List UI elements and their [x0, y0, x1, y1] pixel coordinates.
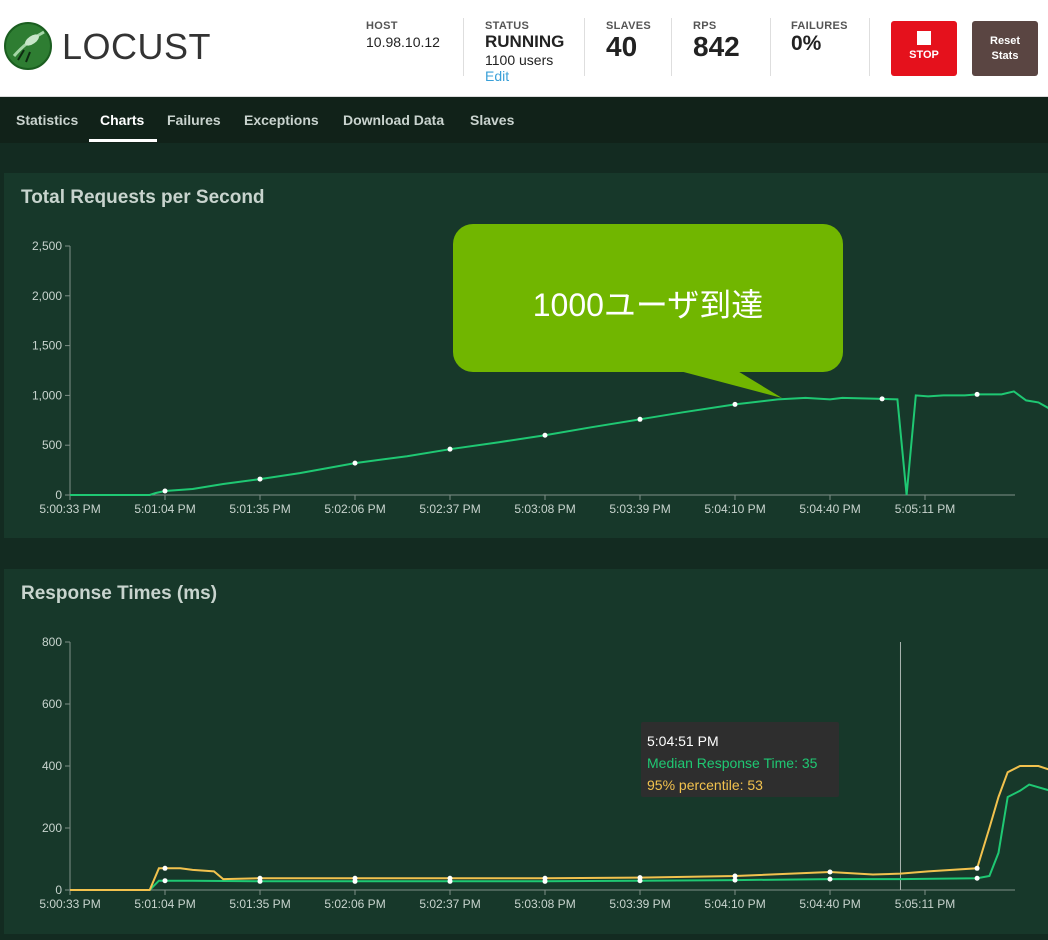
- status-value: RUNNING: [485, 32, 565, 51]
- failures-label: FAILURES: [791, 20, 848, 32]
- stop-label: STOP: [909, 49, 939, 61]
- chart-tooltip: 5:04:51 PM Median Response Time: 35 95% …: [641, 722, 839, 797]
- stop-icon: [917, 31, 931, 45]
- edit-link[interactable]: Edit: [485, 68, 510, 84]
- response-times-title: Response Times (ms): [21, 583, 218, 604]
- tab-slaves[interactable]: Slaves: [470, 112, 515, 128]
- rps-stat: RPS 842: [693, 20, 740, 62]
- host-label: HOST: [366, 20, 398, 32]
- slaves-label: SLAVES: [606, 20, 651, 32]
- stop-button[interactable]: STOP: [891, 21, 957, 76]
- tooltip-median: Median Response Time: 35: [647, 755, 818, 771]
- rps-label: RPS: [693, 20, 717, 32]
- callout-text: 1000ユーザ到達: [532, 287, 764, 323]
- divider: [671, 18, 672, 76]
- logo-text: LOCUST: [62, 26, 212, 67]
- tooltip-p95: 95% percentile: 53: [647, 777, 763, 793]
- slaves-stat: SLAVES 40: [606, 20, 651, 62]
- tab-statistics[interactable]: Statistics: [16, 112, 79, 128]
- divider: [869, 18, 870, 76]
- tab-bar: Statistics Charts Failures Exceptions Do…: [0, 97, 1048, 143]
- divider: [770, 18, 771, 76]
- tab-failures[interactable]: Failures: [167, 112, 221, 128]
- reset-stats-button[interactable]: Reset Stats: [972, 21, 1038, 76]
- divider: [463, 18, 464, 76]
- failures-stat: FAILURES 0%: [791, 20, 848, 56]
- tooltip-time: 5:04:51 PM: [647, 733, 719, 749]
- locust-logo-icon: [4, 22, 52, 70]
- divider: [584, 18, 585, 76]
- failures-value: 0%: [791, 32, 822, 55]
- slaves-value: 40: [606, 31, 638, 62]
- status-stat: STATUS RUNNING 1100 users Edit: [485, 20, 564, 84]
- header: LOCUST HOST 10.98.10.12 STATUS RUNNING 1…: [0, 0, 1048, 97]
- reset-label: Stats: [991, 50, 1019, 62]
- reset-label: Reset: [990, 35, 1020, 47]
- host-stat: HOST 10.98.10.12: [366, 20, 440, 50]
- response-times-panel: Response Times (ms): [4, 569, 1048, 934]
- tab-download-data[interactable]: Download Data: [343, 112, 445, 128]
- user-count: 1100 users: [485, 52, 554, 68]
- active-tab-indicator: [89, 139, 157, 142]
- rps-value: 842: [693, 31, 740, 62]
- annotation-callout: 1000ユーザ到達: [453, 224, 843, 372]
- tab-charts[interactable]: Charts: [100, 112, 145, 128]
- host-value: 10.98.10.12: [366, 34, 440, 50]
- rps-chart-title: Total Requests per Second: [21, 187, 265, 208]
- status-label: STATUS: [485, 20, 530, 32]
- tab-exceptions[interactable]: Exceptions: [244, 112, 319, 128]
